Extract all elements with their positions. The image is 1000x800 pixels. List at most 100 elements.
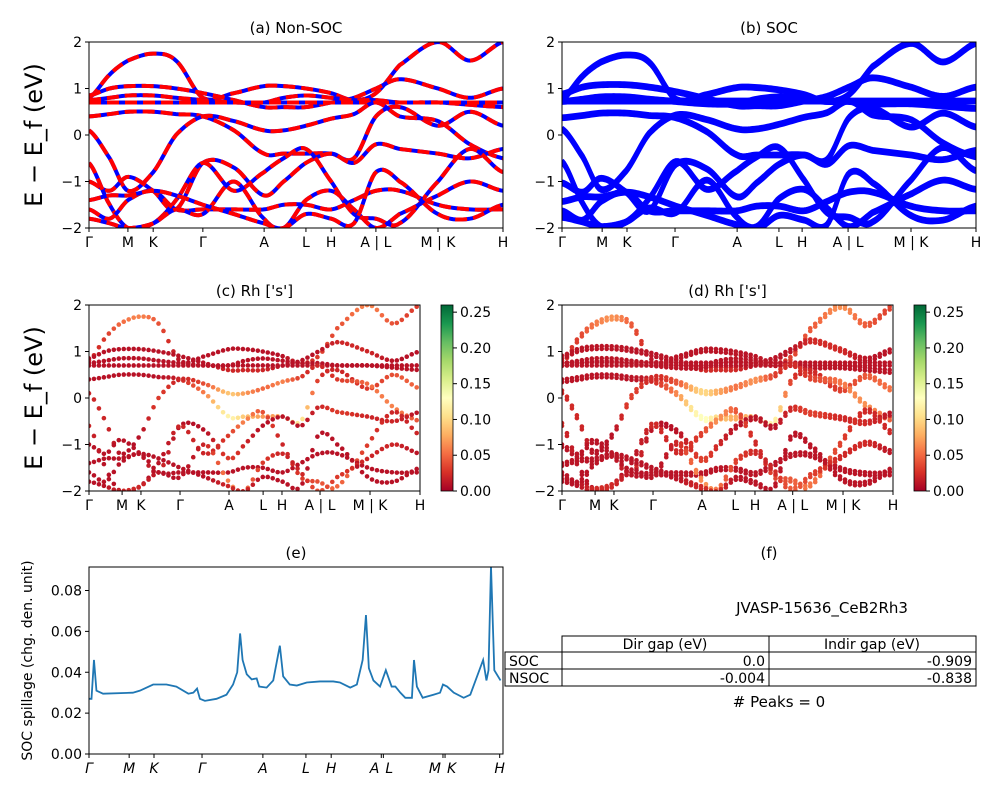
band-point: [788, 346, 793, 352]
band-point: [842, 348, 848, 353]
band-point: [887, 307, 892, 312]
band-point: [151, 374, 156, 379]
band-point: [384, 480, 390, 485]
band-point: [614, 454, 619, 460]
table-row-label-nsoc: NSOC: [509, 671, 549, 687]
band-point: [604, 318, 609, 323]
band-point: [344, 451, 350, 457]
band-point: [857, 441, 863, 446]
band-point: [584, 329, 590, 334]
band-point: [579, 452, 585, 457]
band-point: [807, 374, 813, 379]
band-point: [584, 376, 590, 381]
band-point: [713, 417, 719, 423]
band-point: [220, 363, 226, 368]
band-point: [210, 450, 216, 456]
band-point: [151, 363, 156, 368]
band-point: [678, 355, 684, 361]
band-point: [619, 360, 624, 365]
band-point: [320, 450, 325, 456]
x-tick-label: M: [116, 498, 128, 514]
band-point: [325, 450, 330, 455]
band-point: [564, 379, 570, 384]
band-point: [629, 377, 634, 383]
band-point: [663, 386, 669, 391]
band-point: [698, 416, 704, 422]
band-point: [200, 442, 206, 448]
band-point: [802, 483, 808, 488]
band-point: [354, 464, 360, 469]
band-point: [802, 360, 808, 365]
x-tick-label: Γ: [85, 235, 93, 251]
band-point: [589, 485, 595, 491]
band-point: [832, 416, 838, 421]
band-point: [270, 357, 276, 362]
band-point: [235, 391, 241, 397]
band-point: [344, 411, 350, 416]
band-point: [374, 416, 380, 422]
band-point: [619, 461, 624, 467]
y-tick-label: 1: [546, 345, 555, 361]
band-point: [339, 471, 345, 477]
y-tick-label: −1: [534, 175, 555, 191]
band-point: [176, 424, 181, 429]
y-tick-label: 2: [73, 298, 82, 314]
band-point: [265, 415, 271, 420]
band-point: [842, 306, 848, 312]
band-point: [867, 360, 873, 365]
table-header-dir-gap: Dir gap (eV): [623, 637, 708, 653]
band-point: [334, 409, 340, 415]
band-point: [225, 483, 231, 489]
band-point: [235, 346, 241, 351]
band-point: [788, 485, 793, 491]
band-point: [190, 470, 196, 476]
band-point: [867, 421, 873, 426]
band-point: [678, 434, 684, 439]
band-point: [344, 372, 350, 378]
x-tick-label: M | K: [353, 498, 389, 514]
x-tick-label: K: [149, 761, 160, 777]
band-point: [857, 411, 863, 416]
band-point: [708, 349, 714, 354]
band-point: [827, 376, 833, 381]
band-point: [659, 353, 664, 358]
y-tick-label: 0.00: [51, 747, 82, 763]
band-point: [668, 376, 674, 382]
band-point: [181, 466, 186, 472]
band-point: [106, 357, 112, 363]
band-point: [186, 363, 191, 368]
band-point: [379, 468, 385, 474]
band-point: [260, 409, 266, 415]
band-point: [788, 360, 793, 365]
band-point: [255, 387, 261, 393]
x-tick-label: Γ: [558, 498, 566, 514]
band-point: [369, 466, 375, 472]
band-point: [235, 363, 241, 368]
band-point: [275, 469, 280, 475]
band-point: [649, 374, 654, 380]
band-point: [793, 344, 798, 349]
band-point: [758, 375, 763, 380]
band-point: [718, 487, 724, 491]
x-tick-label: M | K: [421, 235, 457, 251]
band-point: [156, 395, 161, 401]
band-point: [733, 468, 739, 473]
x-tick-label: M | K: [826, 498, 862, 514]
band-point: [773, 371, 778, 376]
band-point: [260, 465, 266, 471]
band-point: [882, 445, 888, 451]
band-point: [285, 355, 290, 361]
x-tick-label: K: [622, 235, 632, 251]
band-point: [877, 410, 883, 416]
band-point: [384, 469, 390, 475]
band-point: [847, 419, 853, 424]
band-point: [877, 369, 883, 375]
x-tick-label: Γ: [176, 498, 184, 514]
band-point: [802, 476, 808, 482]
band-point: [364, 363, 370, 368]
band-point: [364, 348, 370, 354]
band-point: [334, 325, 340, 331]
band-point: [688, 407, 694, 413]
band-point: [146, 347, 151, 353]
